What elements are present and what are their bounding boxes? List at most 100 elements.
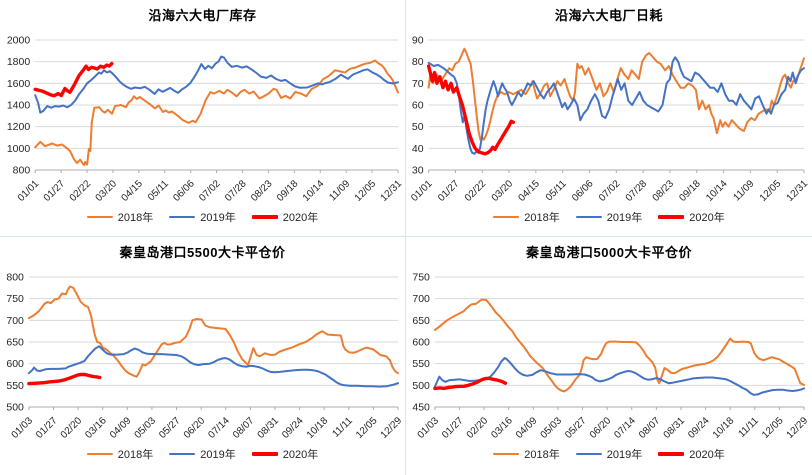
chart-legend: 2018年 2019年 2020年 (0, 208, 405, 226)
svg-text:70: 70 (412, 78, 424, 90)
series-lines (433, 298, 805, 396)
x-axis-labels: 01/03 01/27 02/20 03/16 04/09 05/03 05/27 06/20… (416, 415, 811, 441)
series-line-2020年 (433, 376, 508, 391)
svg-text:07/28: 07/28 (624, 178, 650, 204)
chart-legend: 2018年 2019年 2020年 (406, 208, 812, 226)
svg-text:750: 750 (412, 272, 430, 284)
svg-text:04/09: 04/09 (108, 415, 134, 441)
legend-item-2019年: 2019年 (169, 446, 236, 462)
legend-item-2020年: 2020年 (251, 209, 319, 225)
svg-text:500: 500 (6, 402, 24, 414)
chart-title-daily-consumption: 沿海六大电厂日耗 (554, 8, 663, 23)
legend-label: 2020年 (282, 449, 319, 461)
chart-title-qhd-5000-price: 秦皇岛港口5000大卡平仓价 (526, 245, 692, 260)
svg-text:01/03: 01/03 (416, 415, 442, 441)
chart-plot-qhd-5500-price: 500 550 600 650 700 750 800 01/03 01/27 02/20 03/1… (6, 272, 405, 441)
svg-text:60: 60 (412, 100, 424, 112)
y-axis-labels: 450 500 550 600 650 700 750 (412, 272, 430, 414)
svg-text:02/20: 02/20 (59, 415, 85, 441)
svg-text:650: 650 (6, 337, 24, 349)
svg-text:03/20: 03/20 (94, 178, 120, 204)
legend-swatch (658, 452, 685, 456)
svg-text:600: 600 (412, 337, 430, 349)
svg-text:700: 700 (6, 315, 24, 327)
svg-text:1400: 1400 (7, 100, 31, 112)
svg-text:03/20: 03/20 (490, 178, 516, 204)
svg-text:12/29: 12/29 (785, 415, 811, 441)
svg-text:10/14: 10/14 (301, 178, 327, 204)
svg-text:05/27: 05/27 (563, 415, 589, 441)
chart-plot-qhd-5000-price: 450 500 550 600 650 700 750 01/03 01/27 02/20 03/1… (412, 272, 811, 441)
y-axis-labels: 500 550 600 650 700 750 800 (6, 272, 24, 414)
svg-text:12/05: 12/05 (354, 415, 380, 441)
svg-text:03/16: 03/16 (83, 415, 109, 441)
chart-legend: 2018年 2019年 2020年 (0, 445, 405, 463)
series-line-2019年 (427, 56, 805, 155)
chart-legend: 2018年 2019年 2020年 (406, 445, 812, 463)
gridlines (35, 39, 398, 149)
legend-swatch (169, 215, 196, 219)
svg-text:12/29: 12/29 (379, 415, 405, 441)
svg-text:06/06: 06/06 (171, 178, 197, 204)
legend-item-2019年: 2019年 (575, 446, 643, 462)
svg-text:750: 750 (6, 293, 24, 305)
legend-swatch (493, 215, 520, 219)
svg-text:06/06: 06/06 (570, 178, 596, 204)
svg-text:1200: 1200 (7, 121, 31, 133)
svg-text:01/27: 01/27 (42, 178, 68, 204)
legend-label: 2019年 (200, 449, 236, 461)
series-line-2019年 (34, 55, 399, 114)
svg-text:11/11: 11/11 (330, 415, 355, 440)
svg-text:90: 90 (412, 35, 424, 47)
legend-item-2018年: 2018年 (86, 209, 153, 225)
x-axis-labels: 01/01 01/27 02/22 03/20 04/15 05/11 06/06 07/02… (16, 178, 405, 204)
svg-text:05/11: 05/11 (544, 178, 569, 203)
svg-text:05/03: 05/03 (133, 415, 159, 441)
legend-label: 2020年 (689, 449, 725, 461)
legend-label: 2020年 (282, 212, 319, 224)
svg-text:09/24: 09/24 (280, 415, 306, 441)
legend-swatch (86, 452, 113, 456)
svg-text:04/15: 04/15 (517, 178, 543, 204)
svg-text:2000: 2000 (7, 35, 31, 47)
svg-text:700: 700 (412, 293, 430, 305)
svg-text:550: 550 (6, 380, 24, 392)
svg-text:1000: 1000 (7, 143, 31, 155)
svg-text:08/31: 08/31 (256, 415, 282, 441)
legend-item-2020年: 2020年 (658, 209, 725, 225)
svg-text:50: 50 (412, 121, 424, 133)
legend-label: 2018年 (524, 449, 560, 461)
svg-text:01/27: 01/27 (440, 415, 466, 441)
svg-text:500: 500 (412, 380, 430, 392)
svg-text:12/05: 12/05 (760, 415, 786, 441)
series-lines (33, 55, 399, 167)
svg-text:600: 600 (6, 358, 24, 370)
y-axis-labels: 800 1000 1200 1400 1600 1800 2000 (7, 35, 31, 177)
svg-text:08/07: 08/07 (637, 415, 663, 441)
legend-item-2018年: 2018年 (493, 446, 560, 462)
svg-text:01/01: 01/01 (409, 178, 435, 204)
axes (428, 169, 805, 173)
legend-swatch (169, 452, 196, 456)
svg-text:1800: 1800 (7, 56, 31, 68)
svg-text:40: 40 (412, 143, 424, 155)
svg-text:800: 800 (6, 272, 24, 284)
gridlines (434, 276, 804, 386)
series-line-2020年 (33, 61, 114, 98)
svg-text:12/31: 12/31 (785, 178, 811, 204)
chart-title-qhd-5500-price: 秦皇岛港口5500大卡平仓价 (119, 245, 286, 260)
legend-label: 2019年 (606, 449, 643, 461)
series-line-2018年 (34, 59, 399, 167)
svg-text:650: 650 (412, 315, 430, 327)
svg-text:01/01: 01/01 (16, 178, 42, 204)
chart-panel-plant-inventory: 沿海六大电厂库存 800 1000 1200 1400 1600 1800 2000 01/0… (0, 0, 406, 237)
svg-text:08/07: 08/07 (231, 415, 257, 441)
svg-text:11/09: 11/09 (327, 178, 352, 203)
svg-text:08/31: 08/31 (662, 415, 688, 441)
chart-plot-plant-inventory: 800 1000 1200 1400 1600 1800 2000 01/01 01/27 02/… (7, 35, 405, 204)
svg-text:09/18: 09/18 (677, 178, 703, 204)
svg-text:12/05: 12/05 (353, 178, 379, 204)
svg-text:550: 550 (412, 358, 430, 370)
